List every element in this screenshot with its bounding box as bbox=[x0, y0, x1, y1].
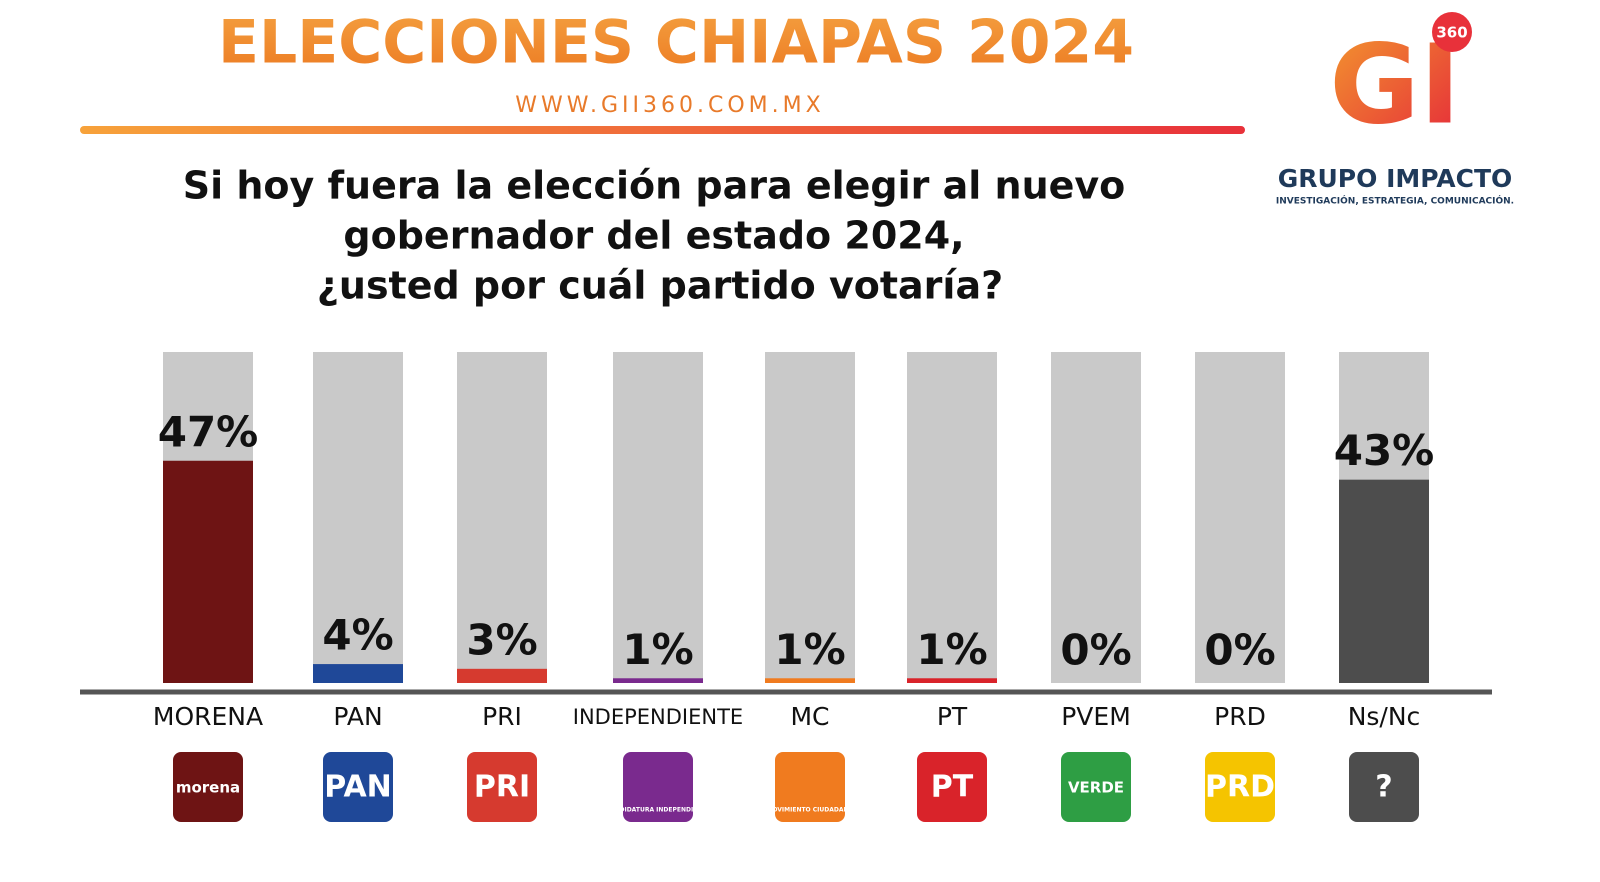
bar bbox=[907, 678, 997, 683]
value-label: 3% bbox=[466, 615, 537, 664]
value-label: 1% bbox=[774, 625, 845, 674]
x-tick-label: Ns/Nc bbox=[1348, 702, 1421, 731]
x-tick-label: PRI bbox=[482, 702, 522, 731]
bar-track bbox=[765, 352, 855, 683]
party-logo-text: PRI bbox=[474, 770, 530, 805]
bar-track bbox=[613, 352, 703, 683]
party-logo-text: MOVIMIENTO CIUDADANO bbox=[766, 807, 853, 814]
x-tick-label: PT bbox=[937, 702, 968, 731]
bar-track bbox=[457, 352, 547, 683]
header-rule bbox=[80, 126, 1245, 134]
party-logo: VERDE bbox=[1061, 752, 1131, 822]
bar bbox=[765, 678, 855, 683]
value-label: 4% bbox=[322, 611, 393, 660]
party-logo: morena bbox=[173, 752, 243, 822]
party-logo-bg bbox=[1061, 752, 1131, 822]
value-label: 1% bbox=[622, 625, 693, 674]
brand-name: GRUPO IMPACTO bbox=[1278, 164, 1513, 193]
brand-badge: 360 bbox=[1436, 24, 1467, 42]
value-label: 43% bbox=[1334, 426, 1435, 475]
bar bbox=[1339, 479, 1429, 683]
party-logo-text: PAN bbox=[324, 770, 392, 805]
bar bbox=[313, 664, 403, 683]
x-tick-label: MC bbox=[790, 702, 829, 731]
x-tick-label: INDEPENDIENTE bbox=[573, 705, 743, 729]
bar-track bbox=[1051, 352, 1141, 683]
bar bbox=[163, 460, 253, 683]
party-logo: PRI bbox=[467, 752, 537, 822]
value-label: 0% bbox=[1060, 626, 1131, 675]
x-tick-label: PVEM bbox=[1061, 702, 1131, 731]
brand-badge-bg bbox=[1432, 12, 1472, 52]
bar bbox=[457, 668, 547, 683]
party-logo-text: PT bbox=[931, 770, 974, 805]
party-logo-bg bbox=[467, 752, 537, 822]
party-logo-text: morena bbox=[176, 779, 240, 797]
x-tick-label: PAN bbox=[333, 702, 382, 731]
party-logo: PT bbox=[917, 752, 987, 822]
question-line: ¿usted por cuál partido votaría? bbox=[317, 264, 1003, 308]
bar bbox=[613, 678, 703, 683]
brand-tagline: INVESTIGACIÓN, ESTRATEGIA, COMUNICACIÓN. bbox=[1276, 195, 1514, 207]
question-line: Si hoy fuera la elección para elegir al … bbox=[183, 164, 1126, 208]
subtitle: WWW.GII360.COM.MX bbox=[515, 93, 824, 118]
party-logo-bg bbox=[173, 752, 243, 822]
party-logo: MOVIMIENTO CIUDADANO bbox=[766, 752, 854, 822]
x-tick-label: MORENA bbox=[153, 702, 263, 731]
x-tick-label: PRD bbox=[1214, 702, 1266, 731]
party-logo-bg bbox=[323, 752, 393, 822]
value-label: 0% bbox=[1204, 626, 1275, 675]
party-logo: CANDIDATURA INDEPENDIENTE bbox=[605, 752, 711, 822]
party-logo: ? bbox=[1349, 752, 1419, 822]
question-line: gobernador del estado 2024, bbox=[343, 214, 964, 258]
party-logo-text: PRD bbox=[1205, 770, 1275, 805]
party-logo-bg bbox=[775, 752, 845, 822]
party-logo-bg bbox=[917, 752, 987, 822]
party-logo: PRD bbox=[1205, 752, 1275, 822]
party-logo: PAN bbox=[323, 752, 393, 822]
party-logo-bg bbox=[1349, 752, 1419, 822]
party-logo-text: VERDE bbox=[1068, 779, 1124, 797]
bar-track bbox=[907, 352, 997, 683]
value-label: 47% bbox=[158, 407, 259, 456]
bar-track bbox=[1195, 352, 1285, 683]
brand-logo: GI 360 GRUPO IMPACTO INVESTIGACIÓN, ESTR… bbox=[1276, 12, 1514, 207]
party-logo-bg bbox=[623, 752, 693, 822]
value-label: 1% bbox=[916, 625, 987, 674]
party-logo-text: ? bbox=[1375, 770, 1392, 805]
party-logo-bg bbox=[1205, 752, 1275, 822]
bar-track bbox=[313, 352, 403, 683]
party-logo-text: CANDIDATURA INDEPENDIENTE bbox=[605, 807, 710, 814]
title: ELECCIONES CHIAPAS 2024 bbox=[218, 8, 1134, 78]
